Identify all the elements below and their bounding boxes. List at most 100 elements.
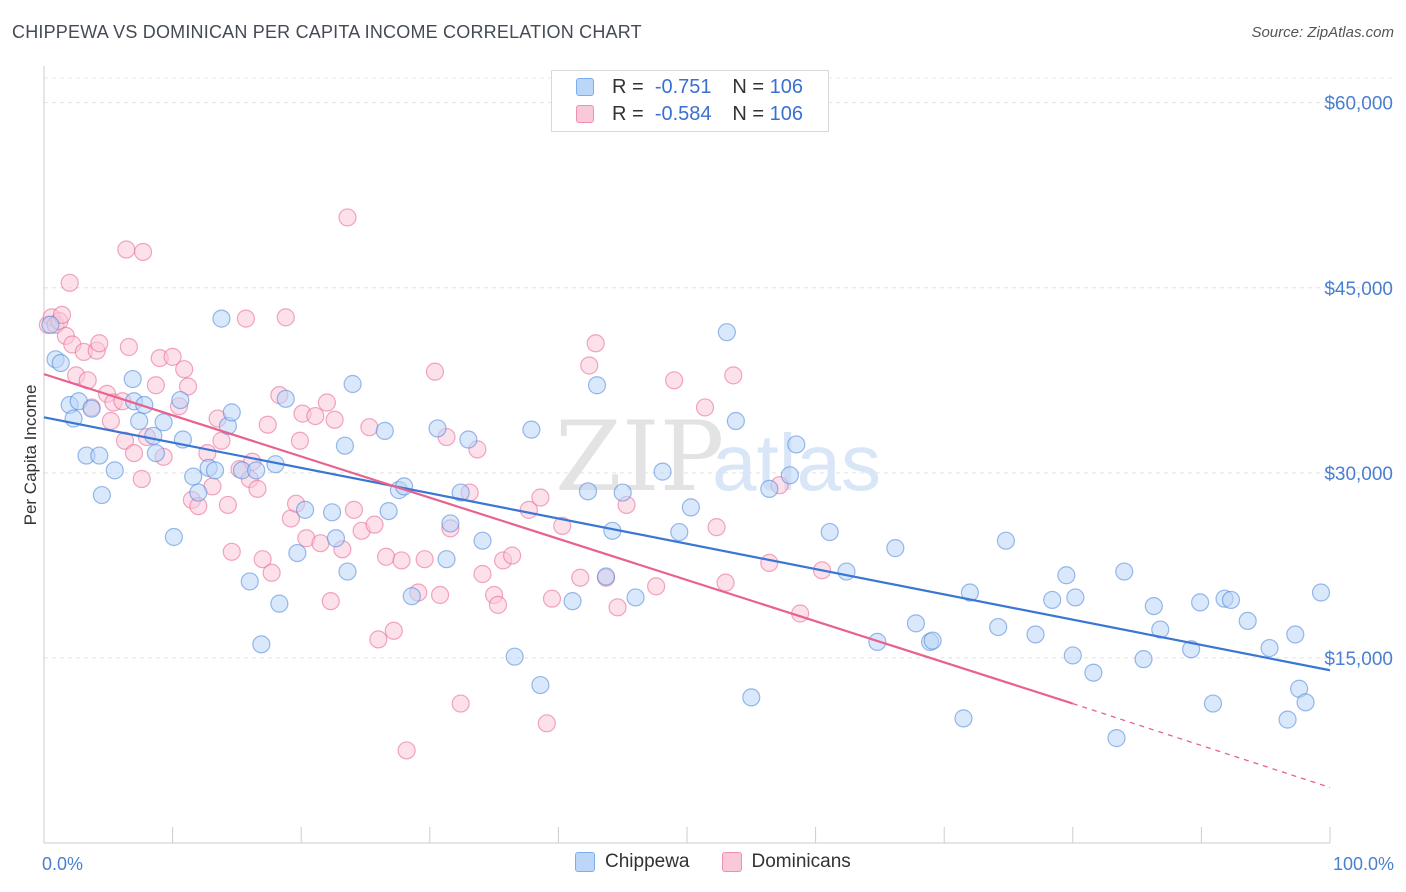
dominicans-point (537, 714, 556, 733)
dominicans-point (384, 621, 403, 640)
dominicans-point (276, 308, 295, 327)
chippewa-point (437, 550, 456, 569)
chippewa-point (596, 567, 616, 586)
chart-title: CHIPPEWA VS DOMINICAN PER CAPITA INCOME … (12, 22, 642, 42)
chippewa-point (90, 446, 109, 465)
chippewa-point (326, 529, 346, 548)
legend-n-label: N = (732, 102, 765, 125)
dominicans-point (430, 585, 450, 605)
chippewa-point (1286, 625, 1305, 644)
chippewa-point (130, 411, 149, 431)
chippewa-point (343, 374, 362, 394)
chippewa-point (51, 353, 70, 373)
chippewa-point (1221, 590, 1241, 610)
legend-n-value: 106 (769, 75, 803, 98)
chippewa-point (587, 376, 607, 395)
chippewa-point (1066, 588, 1085, 607)
legend-swatch-chippewa (575, 852, 595, 872)
dominicans-point (608, 598, 627, 617)
dominicans-trend-line (43, 373, 1074, 705)
chippewa-point (338, 562, 357, 581)
dominicans-point (236, 309, 256, 328)
chippewa-point (989, 617, 1008, 637)
dominicans-point (175, 360, 194, 379)
chippewa-point (1134, 650, 1153, 669)
y-tick-labels: $15,000 $30,000 $45,000 $60,000 (1324, 94, 1393, 670)
chippewa-point (626, 588, 645, 607)
legend-item-dominicans[interactable]: Dominicans (721, 851, 851, 873)
legend-r-value: -0.751 (654, 75, 712, 98)
dominicans-point (306, 406, 325, 426)
chippewa-point (222, 403, 241, 422)
watermark-atlas: atlas (712, 418, 881, 507)
dominicans-point (586, 334, 605, 353)
chippewa-point (240, 572, 259, 591)
chippewa-point (886, 539, 905, 558)
chippewa-point (653, 462, 672, 481)
trend-lines (43, 373, 1331, 789)
chippewa-point (780, 466, 799, 485)
chippewa-point (1107, 729, 1126, 748)
y-tick-label: $15,000 (1324, 649, 1393, 670)
dominicans-point (52, 305, 72, 325)
chippewa-point (247, 461, 266, 480)
dominicans-point (365, 515, 384, 534)
chippewa-point (960, 583, 980, 602)
chippewa-point (923, 631, 942, 650)
legend-n-label: N = (732, 75, 765, 98)
chippewa-point (276, 389, 295, 408)
dominicans-point (369, 630, 388, 649)
grid-lines (44, 77, 1394, 659)
chippewa-point (1238, 611, 1257, 631)
legend-r-value: -0.584 (654, 102, 712, 125)
chippewa-point (451, 483, 470, 502)
dominicans-point (531, 488, 550, 507)
chippewa-point (1260, 638, 1279, 658)
legend-row-chippewa: R = -0.751 N = 106 (576, 75, 803, 99)
dominicans-point (397, 741, 416, 760)
dominicans-point (760, 553, 779, 573)
chippewa-point (760, 479, 779, 498)
chippewa-point (375, 421, 394, 440)
chippewa-point (428, 419, 447, 438)
chippewa-point (171, 390, 190, 410)
dominicans-point (317, 393, 337, 412)
chippewa-point (92, 485, 111, 505)
legend-label-chippewa: Chippewa (605, 851, 690, 872)
chippewa-point (613, 483, 632, 502)
dominicans-point (392, 551, 411, 570)
dominicans-point (311, 534, 330, 553)
chippewa-point (189, 483, 208, 502)
legend-item-chippewa[interactable]: Chippewa (575, 851, 690, 873)
legend-swatch-chippewa (576, 78, 594, 96)
dominicans-point (580, 356, 599, 375)
chippewa-point (105, 461, 124, 480)
dominicans-point (415, 550, 434, 569)
chippewa-point (1115, 562, 1134, 581)
dominicans-point (724, 366, 743, 385)
chippewa-point (717, 323, 736, 342)
chippewa-point (288, 543, 307, 563)
dominicans-point (571, 568, 590, 587)
dominicans-point (132, 469, 151, 489)
dominicans-point (325, 410, 344, 429)
dominicans-point (344, 500, 364, 519)
chippewa-point (184, 467, 203, 486)
chippewa-point (1191, 593, 1210, 612)
series-chippewa-points (41, 309, 1331, 748)
chippewa-point (1296, 693, 1315, 712)
chippewa-point (154, 413, 173, 432)
chippewa-point (742, 688, 761, 707)
y-axis-label: Per Capita Income (21, 385, 40, 526)
dominicans-point (60, 273, 79, 292)
legend-n-value: 106 (769, 102, 803, 125)
chippewa-point (1203, 694, 1223, 713)
chippewa-point (1278, 710, 1297, 729)
chippewa-point (787, 435, 806, 454)
chippewa-point (1026, 625, 1045, 644)
chippewa-point (578, 482, 598, 501)
dominicans-point (665, 371, 684, 390)
chippewa-point (681, 498, 700, 517)
dominicans-point (117, 240, 136, 259)
